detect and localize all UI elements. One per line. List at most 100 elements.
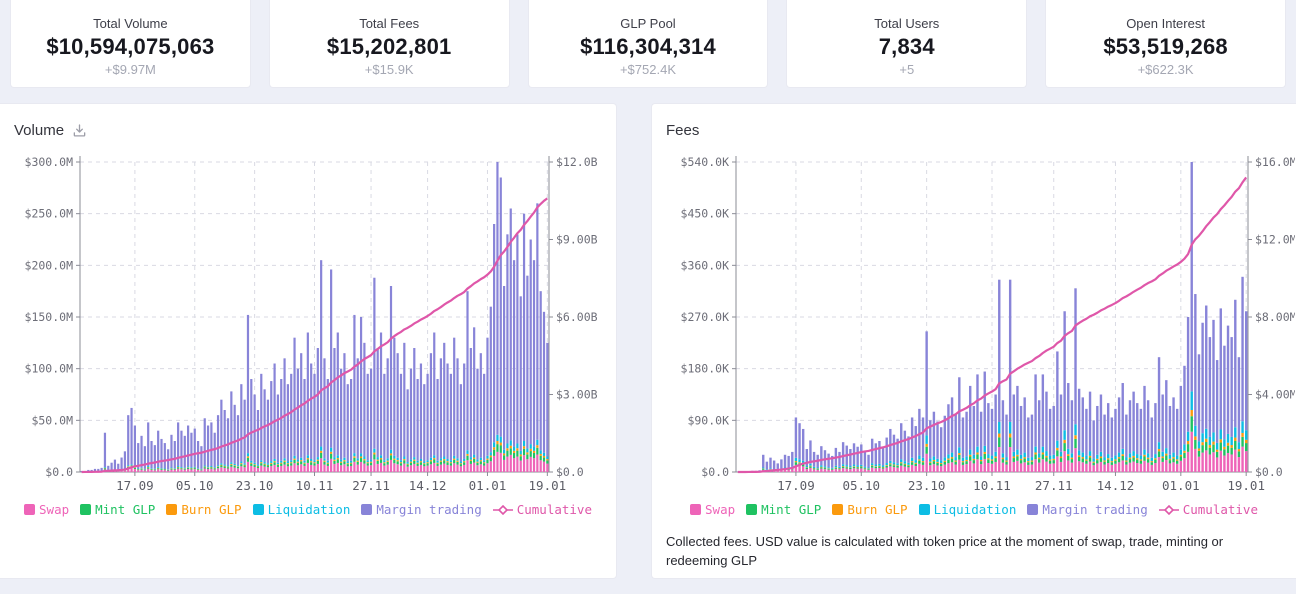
bar-segment-mint_glp: [932, 461, 936, 465]
bar-segment-burn_glp: [323, 460, 326, 462]
bar-segment-liquidation: [1023, 452, 1026, 458]
bar-segment-margin_trading: [253, 394, 256, 463]
bar-segment-liquidation: [323, 458, 326, 461]
bar-segment-swap: [1088, 461, 1092, 472]
bar-segment-liquidation: [769, 468, 772, 470]
x-axis-tick-label: 14.12: [409, 478, 447, 493]
bar-segment-mint_glp: [353, 457, 356, 462]
bar-segment-swap: [250, 465, 253, 472]
bar-segment-burn_glp: [349, 462, 353, 464]
bar-segment-liquidation: [1114, 455, 1117, 460]
bar-segment-liquidation: [476, 459, 479, 462]
bar-segment-margin_trading: [1092, 420, 1095, 459]
bar-segment-margin_trading: [140, 435, 143, 468]
bar-segment-mint_glp: [961, 462, 965, 465]
bar-segment-margin_trading: [867, 454, 870, 468]
bar-segment-mint_glp: [376, 460, 379, 464]
bar-segment-margin_trading: [1183, 365, 1186, 445]
bar-segment-swap: [867, 469, 870, 472]
bar-segment-margin_trading: [383, 373, 386, 461]
bar-segment-burn_glp: [1059, 456, 1063, 459]
bar-segment-mint_glp: [1110, 462, 1114, 465]
bar-segment-mint_glp: [153, 469, 156, 471]
bar-segment-swap: [389, 459, 393, 472]
bar-segment-liquidation: [1179, 449, 1183, 455]
bar-segment-swap: [486, 463, 489, 472]
bar-segment-mint_glp: [250, 463, 253, 466]
bar-segment-liquidation: [801, 460, 805, 464]
stat-delta: +$9.97M: [104, 62, 156, 77]
bar-segment-swap: [236, 468, 240, 472]
bar-segment-burn_glp: [286, 463, 289, 465]
bar-segment-mint_glp: [366, 463, 369, 466]
bar-segment-swap: [838, 469, 841, 472]
bar-segment-mint_glp: [878, 466, 881, 468]
bar-segment-mint_glp: [954, 461, 957, 465]
bar-segment-mint_glp: [1085, 460, 1088, 464]
bar-segment-burn_glp: [1027, 461, 1030, 463]
bar-segment-swap: [1045, 461, 1048, 472]
legend-item-margin-trading: Margin trading: [361, 502, 482, 517]
bar-segment-margin_trading: [1139, 408, 1143, 456]
bar-segment-liquidation: [506, 443, 509, 449]
bar-segment-margin_trading: [1099, 394, 1103, 452]
bar-segment-swap: [1143, 460, 1146, 472]
download-csv-icon[interactable]: [72, 123, 87, 138]
bar-segment-swap: [1132, 461, 1135, 472]
bar-segment-mint_glp: [845, 467, 848, 469]
bar-segment-swap: [426, 465, 429, 472]
bar-segment-swap: [493, 455, 496, 472]
bar-segment-burn_glp: [363, 459, 366, 461]
bar-segment-mint_glp: [230, 464, 233, 467]
bar-segment-liquidation: [1175, 455, 1179, 460]
bar-segment-margin_trading: [449, 373, 452, 461]
stat-value: $15,202,801: [326, 34, 452, 59]
bar-segment-liquidation: [493, 442, 496, 448]
bar-segment-mint_glp: [1096, 460, 1099, 464]
bar-segment-mint_glp: [203, 467, 206, 469]
bar-segment-margin_trading: [776, 463, 779, 470]
bar-segment-mint_glp: [1081, 458, 1084, 463]
legend-swatch: [80, 504, 92, 515]
bar-segment-liquidation: [1143, 449, 1146, 455]
bar-segment-swap: [1219, 450, 1222, 472]
bar-segment-swap: [326, 465, 329, 472]
bar-segment-mint_glp: [1244, 443, 1248, 452]
bar-segment-mint_glp: [443, 460, 446, 464]
right-axis-tick-label: $4.00M: [1255, 388, 1295, 402]
x-axis-tick-label: 23.10: [908, 478, 946, 493]
bar-segment-mint_glp: [509, 448, 512, 455]
bar-segment-liquidation: [1041, 446, 1045, 453]
bar-segment-mint_glp: [1168, 460, 1172, 464]
bar-segment-mint_glp: [1052, 460, 1055, 464]
bar-segment-swap: [436, 465, 439, 472]
bar-segment-swap: [263, 466, 266, 472]
bar-segment-liquidation: [903, 461, 907, 464]
bar-segment-liquidation: [820, 465, 823, 467]
stat-delta: +$752.4K: [619, 62, 676, 77]
bar-segment-mint_glp: [1063, 443, 1066, 452]
volume-chart-canvas[interactable]: $300.0M $250.0M $200.0M $150.0M $100.0M $50.0…: [0, 146, 615, 498]
bar-segment-liquidation: [889, 460, 892, 464]
fees-chart-canvas[interactable]: $540.0K $450.0K $360.0K $270.0K $180.0K $90.0…: [652, 146, 1295, 498]
bar-segment-burn_glp: [1092, 461, 1095, 463]
bar-segment-mint_glp: [306, 459, 309, 463]
bar-segment-swap: [1041, 459, 1045, 472]
bar-segment-liquidation: [834, 465, 838, 468]
left-axis-tick-label: $200.0M: [25, 258, 74, 272]
bar-segment-margin_trading: [1008, 279, 1012, 422]
bar-segment-burn_glp: [1110, 461, 1114, 463]
bar-segment-burn_glp: [1215, 449, 1219, 452]
bar-segment-liquidation: [157, 467, 160, 468]
bar-segment-liquidation: [1237, 442, 1241, 450]
bar-segment-mint_glp: [266, 465, 270, 468]
bar-segment-burn_glp: [409, 461, 413, 463]
stat-label: Total Volume: [93, 16, 168, 31]
legend-label: Liquidation: [933, 502, 1017, 517]
bar-segment-swap: [473, 462, 476, 472]
bar-segment-mint_glp: [253, 465, 256, 467]
bar-segment-liquidation: [987, 454, 990, 459]
bar-segment-margin_trading: [947, 404, 950, 455]
bar-segment-liquidation: [516, 443, 519, 449]
bar-segment-burn_glp: [403, 459, 406, 461]
